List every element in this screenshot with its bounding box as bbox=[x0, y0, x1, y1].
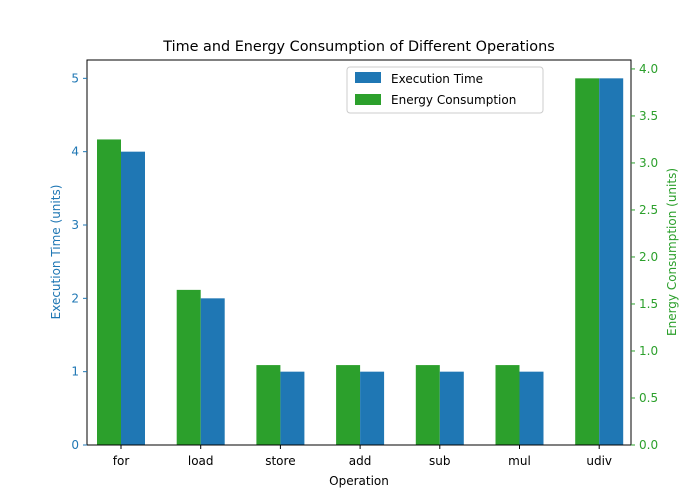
x-tick-label: mul bbox=[508, 454, 531, 468]
x-axis-ticks: for load store add sub mul udiv bbox=[113, 445, 612, 468]
x-axis-label: Operation bbox=[329, 474, 389, 488]
right-tick-label: 1.5 bbox=[639, 297, 658, 311]
bar-time-sub bbox=[439, 371, 464, 445]
right-tick-label: 3.5 bbox=[639, 109, 658, 123]
bar-energy-store bbox=[256, 365, 281, 445]
bar-energy-load bbox=[176, 289, 201, 445]
bar-energy-mul bbox=[495, 365, 520, 445]
bar-time-mul bbox=[519, 371, 544, 445]
right-tick-label: 2.5 bbox=[639, 203, 658, 217]
legend: Execution Time Energy Consumption bbox=[346, 66, 544, 114]
bar-time-store bbox=[280, 371, 305, 445]
left-tick-label: 1 bbox=[71, 365, 79, 379]
right-tick-label: 0.5 bbox=[639, 391, 658, 405]
right-tick-label: 1.0 bbox=[639, 344, 658, 358]
chart-title: Time and Energy Consumption of Different… bbox=[162, 39, 554, 55]
legend-swatch-execution-time bbox=[355, 72, 381, 83]
bar-time-for bbox=[121, 151, 145, 445]
bar-time-udiv bbox=[599, 78, 624, 445]
left-tick-label: 2 bbox=[71, 291, 79, 305]
bar-time-add bbox=[360, 371, 385, 445]
x-tick-label: add bbox=[349, 454, 372, 468]
bar-time-load bbox=[200, 298, 225, 445]
x-tick-label: store bbox=[265, 454, 295, 468]
right-tick-label: 0.0 bbox=[639, 438, 658, 452]
bar-energy-for bbox=[97, 139, 121, 445]
legend-label-energy-consumption: Energy Consumption bbox=[391, 93, 516, 107]
left-tick-label: 4 bbox=[71, 145, 79, 159]
right-tick-label: 3.0 bbox=[639, 156, 658, 170]
right-tick-label: 4.0 bbox=[639, 62, 658, 76]
left-tick-label: 0 bbox=[71, 438, 79, 452]
x-tick-label: udiv bbox=[586, 454, 612, 468]
legend-label-execution-time: Execution Time bbox=[391, 72, 483, 86]
left-axis-ticks: 0 1 2 3 4 5 bbox=[71, 71, 87, 452]
plot-frame bbox=[86, 59, 632, 446]
bar-energy-sub bbox=[415, 365, 440, 445]
legend-frame bbox=[346, 66, 544, 114]
x-tick-label: sub bbox=[429, 454, 450, 468]
bars-group bbox=[97, 78, 624, 445]
right-axis-ticks: 0.0 0.5 1.0 1.5 2.0 2.5 3.0 3.5 4.0 bbox=[631, 62, 658, 452]
left-tick-label: 3 bbox=[71, 218, 79, 232]
right-axis-label: Energy Consumption (units) bbox=[665, 168, 679, 336]
right-tick-label: 2.0 bbox=[639, 250, 658, 264]
legend-swatch-energy-consumption bbox=[355, 94, 381, 105]
bar-energy-udiv bbox=[575, 78, 600, 445]
left-tick-label: 5 bbox=[71, 71, 79, 85]
bar-energy-add bbox=[336, 365, 361, 445]
x-tick-label: for bbox=[113, 454, 130, 468]
left-axis-label: Execution Time (units) bbox=[49, 185, 63, 320]
x-tick-label: load bbox=[188, 454, 214, 468]
